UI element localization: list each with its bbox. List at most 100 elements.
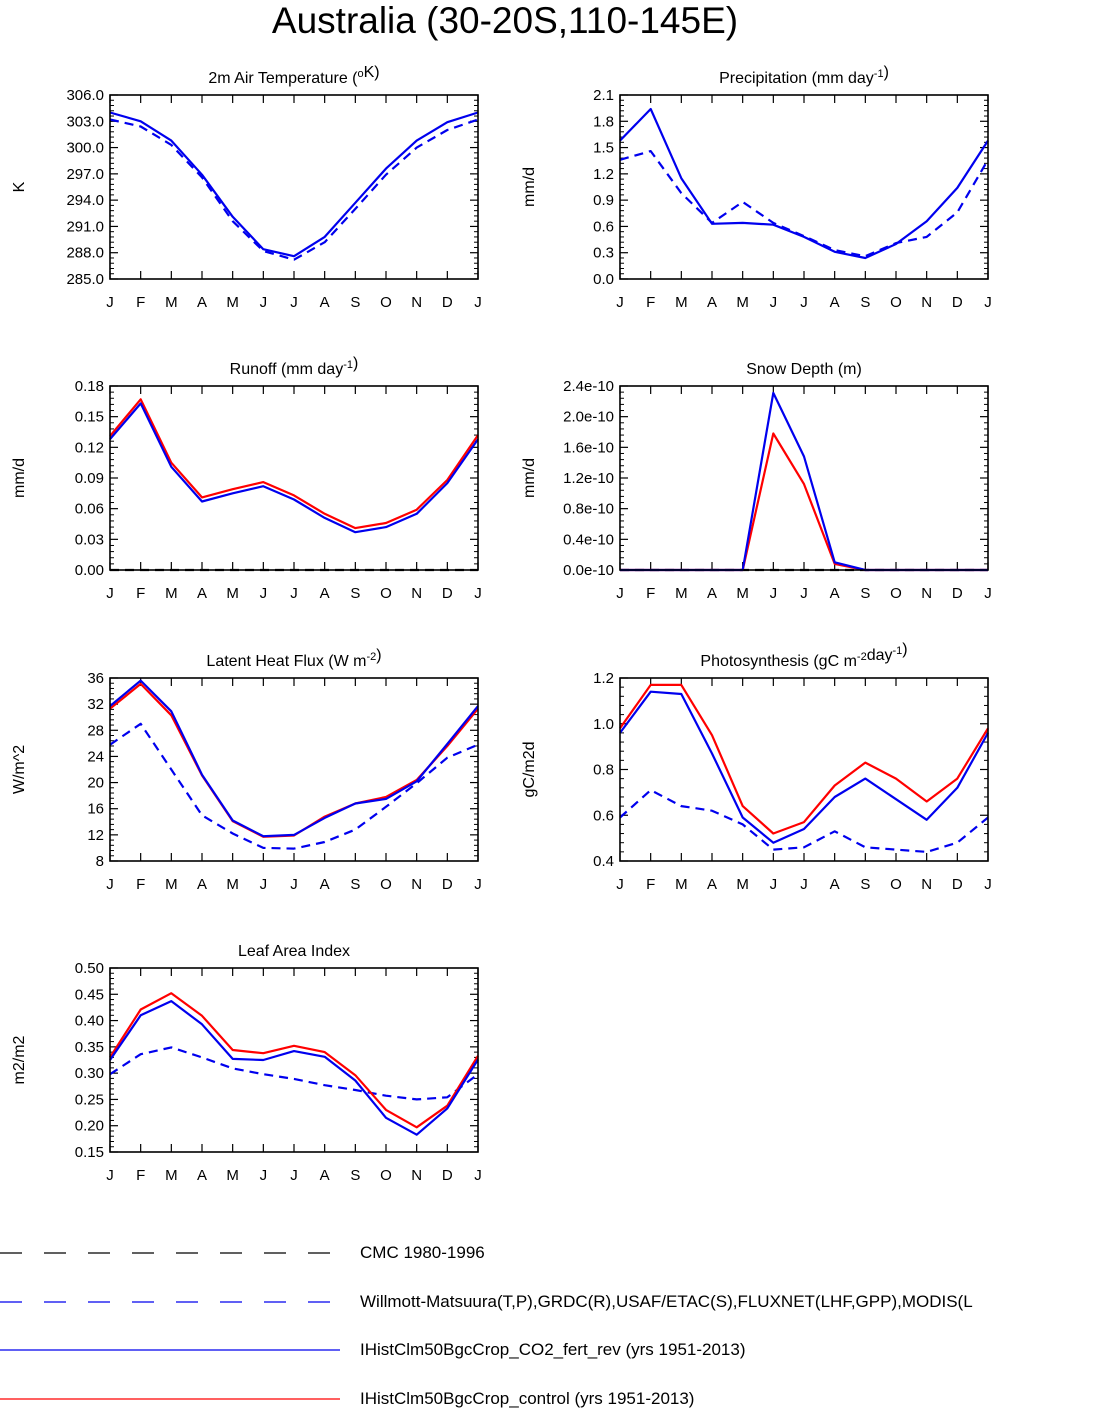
x-tick-label: S	[350, 585, 360, 602]
x-tick-label: M	[165, 1167, 178, 1184]
x-tick-label: O	[380, 585, 392, 602]
chart-panel-2: Runoff (mm day-1) mm/d 0.00 0.03 0.06 0.09 0.1…	[11, 355, 482, 602]
y-tick-label: 303.0	[66, 113, 104, 130]
x-tick-label: J	[474, 585, 482, 602]
x-tick-label: M	[165, 876, 178, 893]
y-tick-label: 0.09	[75, 470, 104, 487]
series-line-obs	[109, 118, 479, 261]
y-tick-label: 0.0e-10	[563, 562, 614, 579]
y-tick-label: 0.12	[75, 439, 104, 456]
chart-panel-1: Precipitation (mm day-1) mm/d 0.0 0.3 0.6 0.9…	[521, 64, 992, 311]
y-tick-label: 0.15	[75, 1144, 104, 1161]
x-tick-label: J	[106, 876, 114, 893]
x-tick-label: M	[675, 585, 688, 602]
y-tick-label: 0.20	[75, 1118, 104, 1135]
series-line-obs	[619, 150, 989, 258]
chart-panels: 2m Air Temperature (oK) K 285.0 288.0 291.0 2…	[11, 64, 992, 1184]
series-line-obs	[109, 1046, 479, 1101]
chart-title: Leaf Area Index	[238, 943, 350, 960]
x-tick-label: M	[226, 876, 239, 893]
x-tick-label: J	[106, 294, 114, 311]
x-tick-label: J	[984, 585, 992, 602]
x-tick-label: J	[290, 1167, 298, 1184]
chart-panel-6: Leaf Area Index m2/m2 0.15 0.20 0.25 0.30 0.35…	[11, 943, 482, 1184]
x-tick-label: A	[320, 876, 330, 893]
x-tick-label: A	[197, 585, 207, 602]
y-tick-label: 0.8	[593, 762, 614, 779]
y-axis-label: gC/m2d	[521, 741, 538, 797]
series-line-obs	[109, 722, 479, 850]
x-tick-label: D	[442, 294, 453, 311]
x-tick-label: J	[290, 585, 298, 602]
x-tick-label: M	[165, 294, 178, 311]
y-tick-label: 0.0	[593, 271, 614, 288]
x-tick-label: J	[616, 585, 624, 602]
y-tick-label: 0.18	[75, 378, 104, 395]
y-axis-label: W/m^2	[11, 745, 28, 794]
x-tick-label: S	[350, 876, 360, 893]
x-tick-label: J	[800, 876, 808, 893]
x-tick-label: J	[474, 294, 482, 311]
legend-line-sample	[0, 1398, 340, 1400]
x-tick-label: A	[320, 1167, 330, 1184]
y-tick-label: 12	[87, 827, 104, 844]
x-tick-label: A	[707, 294, 717, 311]
y-axis-label: mm/d	[11, 458, 28, 498]
chart-title: Snow Depth (m)	[746, 361, 862, 378]
y-tick-label: 0.6	[593, 807, 614, 824]
y-tick-label: 0.03	[75, 531, 104, 548]
x-tick-label: M	[736, 294, 749, 311]
x-tick-label: O	[890, 585, 902, 602]
legend-line-sample	[0, 1252, 340, 1254]
chart-panel-4: Latent Heat Flux (W m-2) W/m^2 8 12 16 20 24 28…	[11, 647, 482, 893]
series-line-control	[619, 683, 989, 835]
x-tick-label: F	[136, 1167, 145, 1184]
x-tick-label: A	[320, 585, 330, 602]
x-tick-label: F	[646, 294, 655, 311]
y-tick-label: 1.2e-10	[563, 470, 614, 487]
x-tick-label: J	[260, 294, 268, 311]
legend-label: IHistClm50BgcCrop_control (yrs 1951-2013…	[360, 1389, 695, 1408]
plot-frame	[619, 385, 989, 571]
x-tick-label: J	[800, 294, 808, 311]
plot-frame	[109, 677, 479, 862]
x-tick-label: A	[197, 294, 207, 311]
plot-frame	[109, 967, 479, 1153]
y-tick-label: 2.0e-10	[563, 409, 614, 426]
x-tick-label: J	[290, 294, 298, 311]
y-tick-label: 20	[87, 775, 104, 792]
y-tick-label: 1.6e-10	[563, 439, 614, 456]
y-tick-label: 0.4e-10	[563, 531, 614, 548]
y-tick-label: 0.50	[75, 960, 104, 977]
y-tick-label: 297.0	[66, 166, 104, 183]
y-tick-label: 0.25	[75, 1091, 104, 1108]
legend-item: Willmott-Matsuura(T,P),GRDC(R),USAF/ETAC…	[0, 1290, 1117, 1314]
chart-panel-5: Photosynthesis (gC m-2day-1) gC/m2d 0.4 0.6…	[521, 641, 992, 893]
x-tick-label: F	[136, 876, 145, 893]
x-tick-label: J	[106, 585, 114, 602]
chart-title: Runoff (mm day-1)	[230, 355, 359, 378]
x-tick-label: M	[736, 585, 749, 602]
x-tick-label: D	[952, 294, 963, 311]
x-tick-label: M	[226, 1167, 239, 1184]
series-line-co2-fert-rev	[109, 679, 479, 838]
legend-label: IHistClm50BgcCrop_CO2_fert_rev (yrs 1951…	[360, 1340, 746, 1359]
y-tick-label: 1.2	[593, 670, 614, 687]
y-tick-label: 0.8e-10	[563, 501, 614, 518]
x-tick-label: J	[474, 876, 482, 893]
series-line-control	[109, 992, 479, 1129]
y-tick-label: 0.45	[75, 986, 104, 1003]
x-tick-label: A	[830, 876, 840, 893]
legend-label: Willmott-Matsuura(T,P),GRDC(R),USAF/ETAC…	[360, 1292, 973, 1311]
x-tick-label: J	[616, 294, 624, 311]
y-tick-label: 32	[87, 696, 104, 713]
y-tick-label: 8	[96, 853, 104, 870]
x-tick-label: D	[442, 876, 453, 893]
y-tick-label: 1.8	[593, 113, 614, 130]
x-tick-label: A	[320, 294, 330, 311]
y-axis-label: mm/d	[521, 167, 538, 207]
x-tick-label: A	[707, 585, 717, 602]
x-tick-label: J	[984, 876, 992, 893]
x-tick-label: M	[675, 294, 688, 311]
x-tick-label: O	[890, 876, 902, 893]
